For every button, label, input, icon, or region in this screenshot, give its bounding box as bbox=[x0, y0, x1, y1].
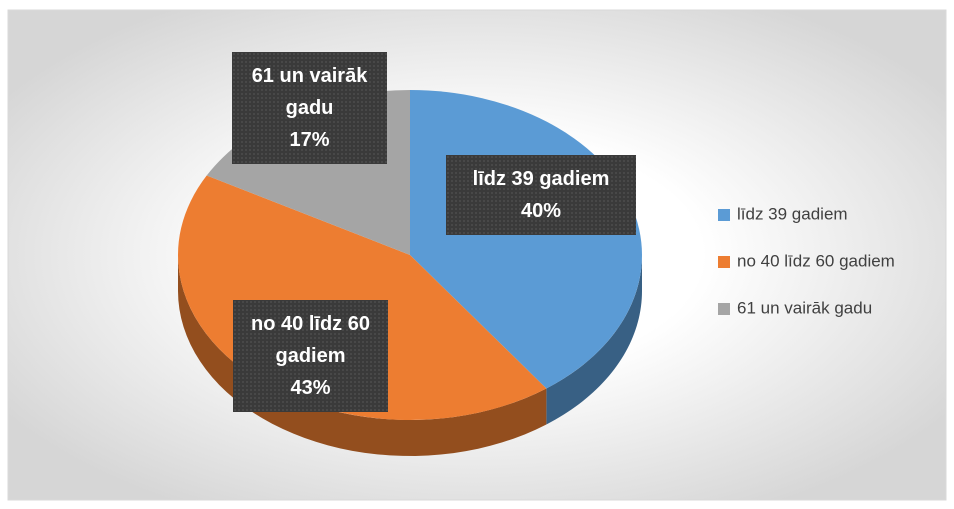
legend-label: 61 un vairāk gadu bbox=[737, 298, 872, 317]
pie-side bbox=[546, 255, 642, 425]
data-label-category: no 40 līdz 60 gadiem bbox=[251, 313, 370, 367]
data-label-value: 17% bbox=[289, 129, 330, 151]
data-label-category: 61 un vairāk gadu bbox=[251, 65, 368, 119]
legend-label: no 40 līdz 60 gadiem bbox=[737, 251, 895, 270]
data-label: līdz 39 gadiem 40% bbox=[446, 155, 636, 235]
data-label-value: 40% bbox=[520, 200, 562, 222]
legend-swatch bbox=[718, 209, 730, 221]
data-label-category: līdz 39 gadiem bbox=[472, 168, 610, 190]
data-label: 61 un vairāk gadu 17% bbox=[232, 52, 387, 164]
legend: līdz 39 gadiem no 40 līdz 60 gadiem 61 un … bbox=[718, 204, 895, 317]
legend-swatch bbox=[718, 256, 730, 268]
data-label-value: 43% bbox=[290, 377, 331, 399]
data-label: no 40 līdz 60 gadiem 43% bbox=[233, 300, 388, 412]
legend-swatch bbox=[718, 303, 730, 315]
legend-label: līdz 39 gadiem bbox=[737, 204, 848, 223]
